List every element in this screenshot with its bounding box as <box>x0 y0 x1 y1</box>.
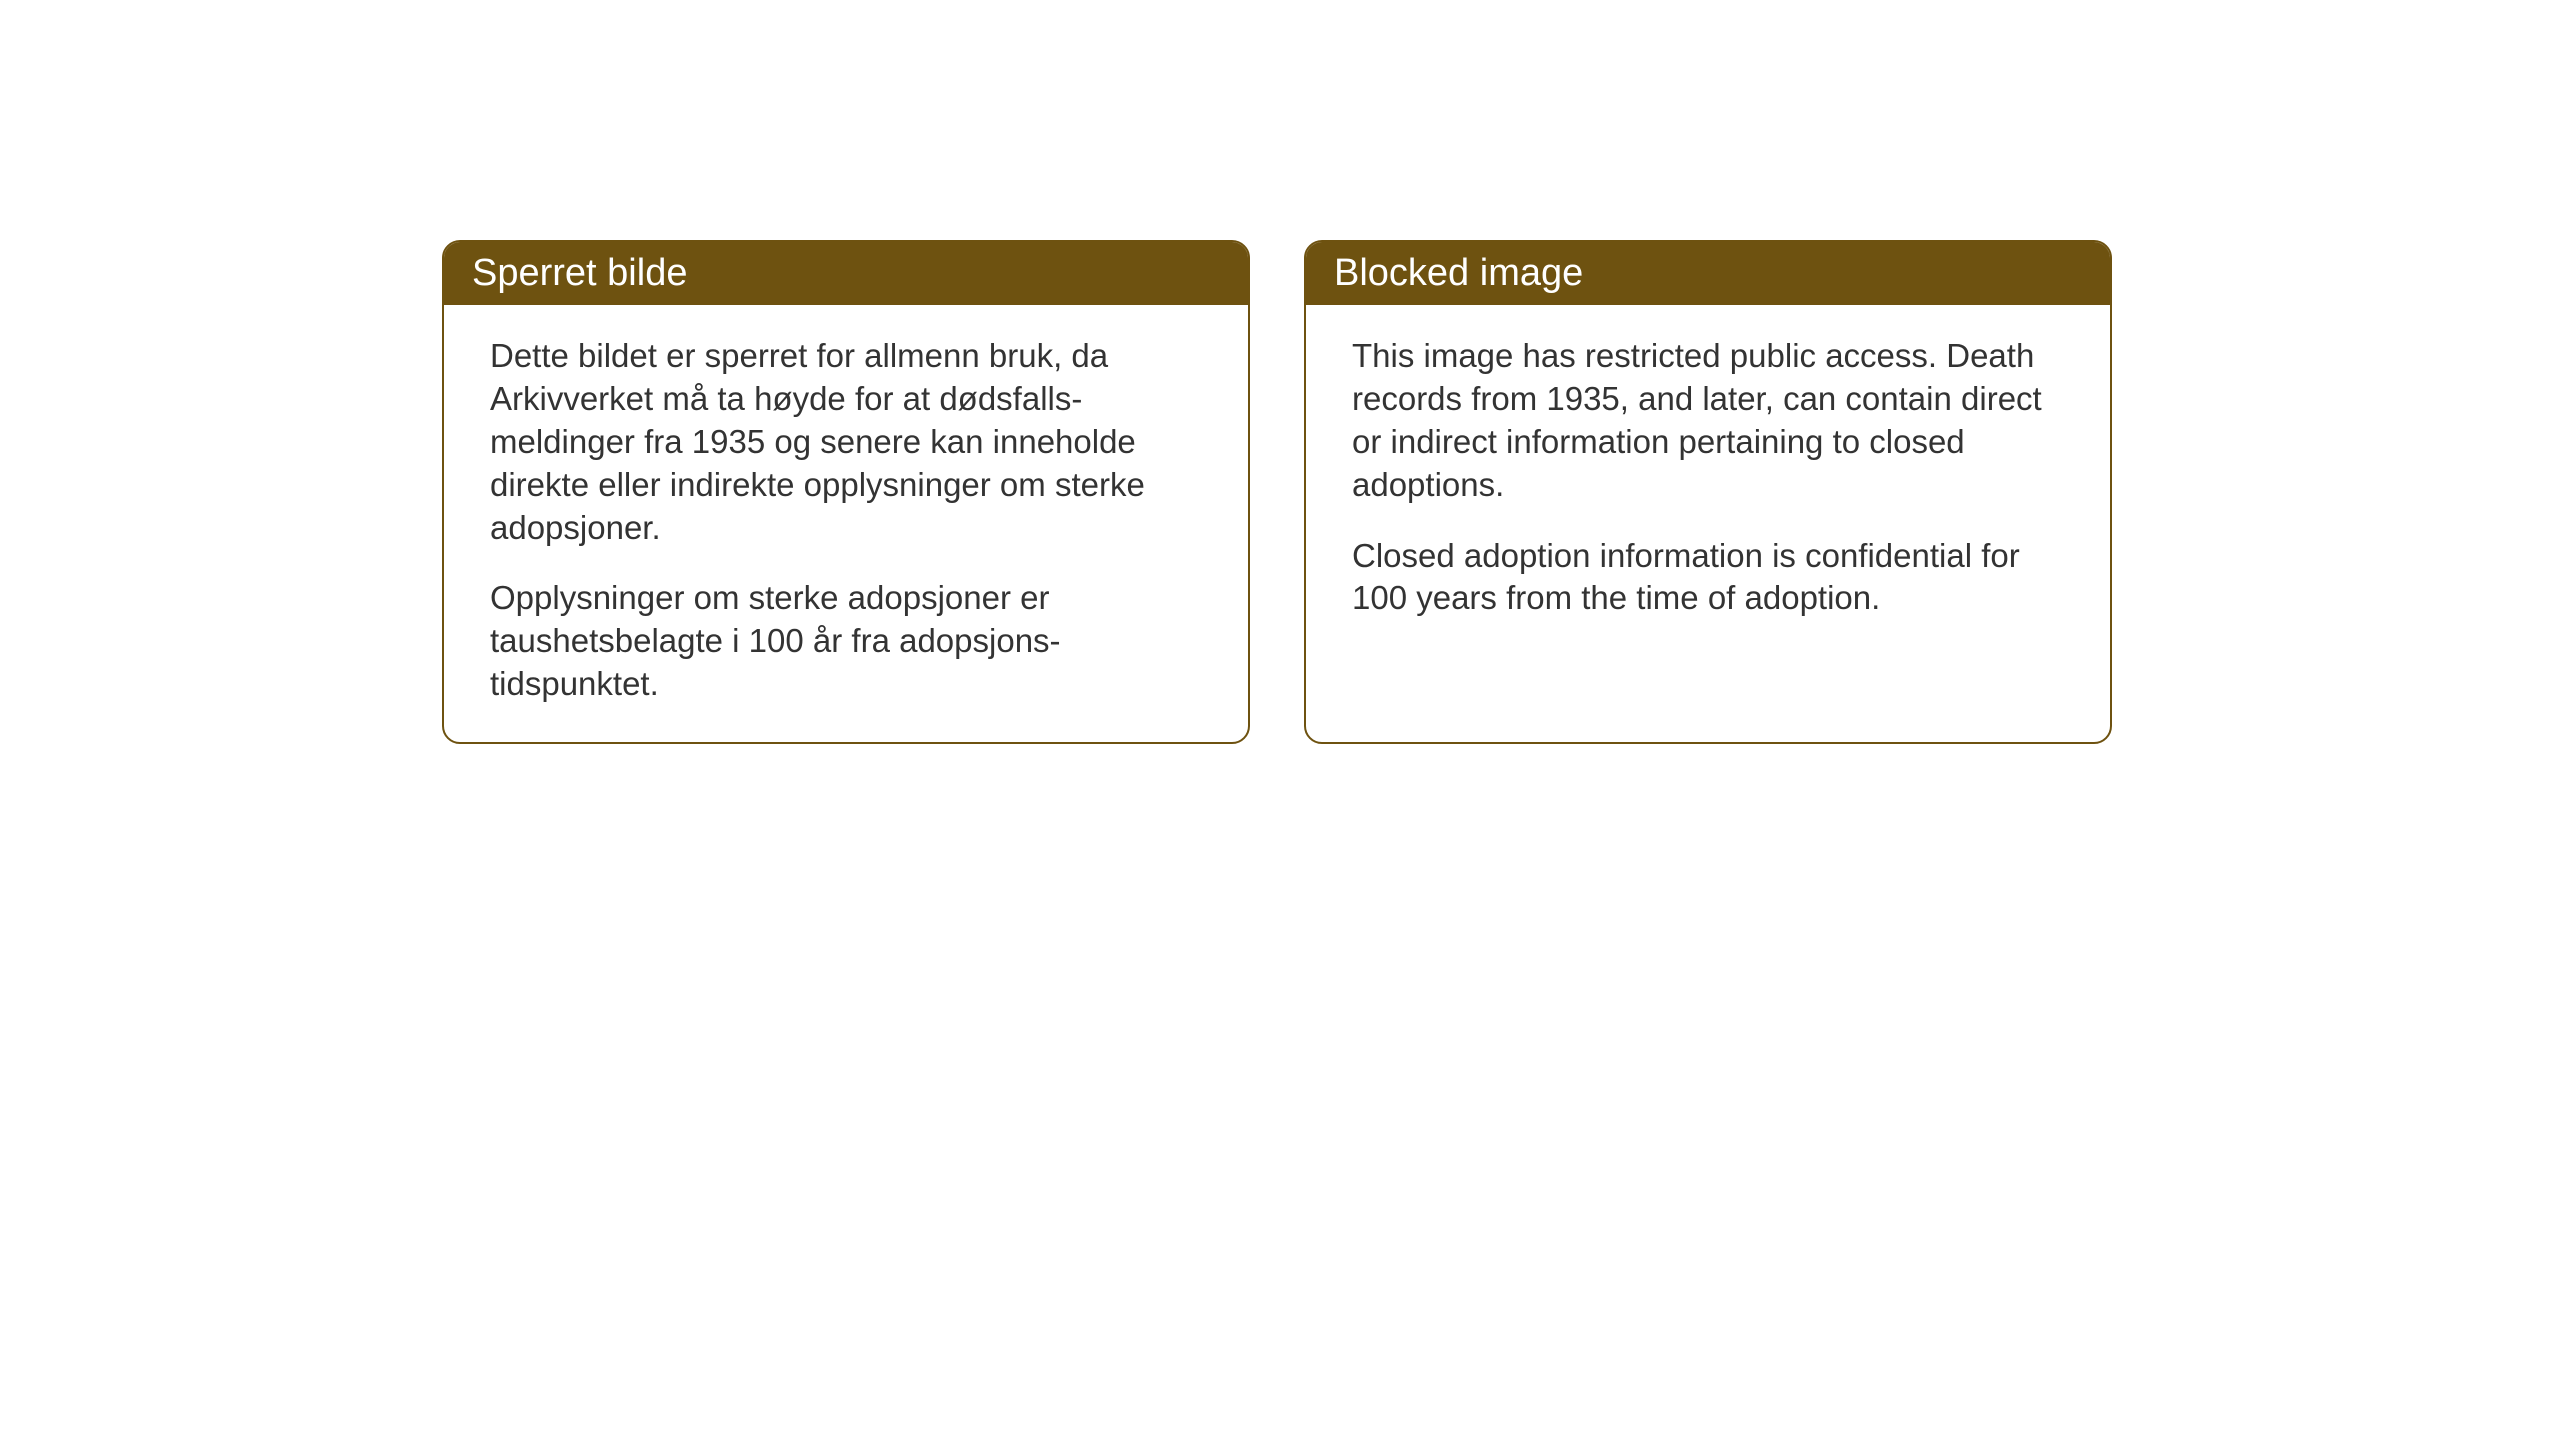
card-header-english: Blocked image <box>1306 242 2110 305</box>
paragraph-1-english: This image has restricted public access.… <box>1352 335 2064 507</box>
paragraph-2-norwegian: Opplysninger om sterke adopsjoner er tau… <box>490 577 1202 706</box>
card-norwegian: Sperret bilde Dette bildet er sperret fo… <box>442 240 1250 744</box>
paragraph-2-english: Closed adoption information is confident… <box>1352 535 2064 621</box>
card-body-english: This image has restricted public access.… <box>1306 305 2110 656</box>
card-english: Blocked image This image has restricted … <box>1304 240 2112 744</box>
card-body-norwegian: Dette bildet er sperret for allmenn bruk… <box>444 305 1248 742</box>
cards-container: Sperret bilde Dette bildet er sperret fo… <box>442 240 2112 744</box>
paragraph-1-norwegian: Dette bildet er sperret for allmenn bruk… <box>490 335 1202 549</box>
card-header-norwegian: Sperret bilde <box>444 242 1248 305</box>
